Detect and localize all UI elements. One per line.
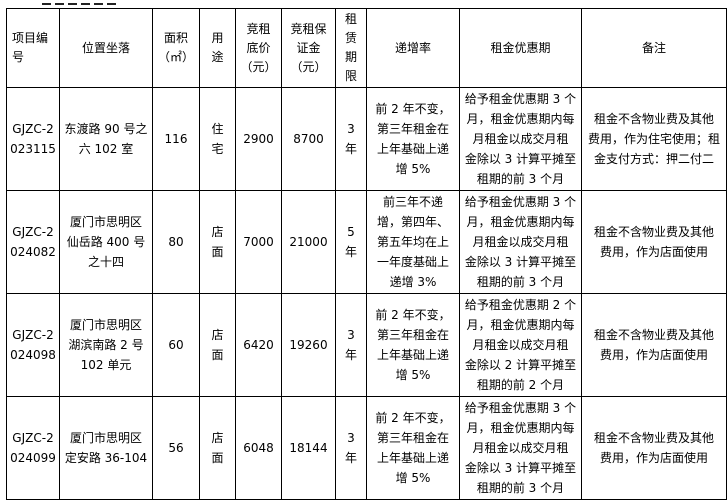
cell-project-id: GJZC-2 024082 <box>6 190 60 294</box>
header-base-price: 竞租 底价 （元） <box>235 8 282 88</box>
cell-increase-rate: 前 2 年不变， 第三年租金在 上年基础上递 增 5% <box>366 87 460 191</box>
header-term: 租 赁 期 限 <box>335 8 367 88</box>
header-project-id: 项目编 号 <box>6 8 60 88</box>
cell-use: 住 宅 <box>199 87 236 191</box>
cell-discount-period: 给予租金优惠期 2 个 月，租金优惠期内每 月租金以成交月租 金除以 2 计算平… <box>459 293 582 397</box>
cell-base-price: 6420 <box>235 293 282 397</box>
cell-use: 店 面 <box>199 396 236 500</box>
header-area: 面积 （㎡） <box>152 8 200 88</box>
cell-term: 3 年 <box>335 87 367 191</box>
table-row: GJZC-2 024082 厦门市思明区 仙岳路 400 号 之十四 80 店 … <box>6 190 727 294</box>
cell-discount-period: 给予租金优惠期 3 个 月，租金优惠期内每 月租金以成交月租 金除以 3 计算平… <box>459 87 582 191</box>
cell-base-price: 6048 <box>235 396 282 500</box>
cell-area: 60 <box>152 293 200 397</box>
cell-term: 3 年 <box>335 396 367 500</box>
cell-area: 80 <box>152 190 200 294</box>
header-use: 用 途 <box>199 8 236 88</box>
cell-deposit: 19260 <box>281 293 336 397</box>
table-header-row: 项目编 号 位置坐落 面积 （㎡） 用 途 竞租 底价 （元） 竞租保 证金 （… <box>6 8 727 88</box>
cell-term: 5 年 <box>335 190 367 294</box>
cell-increase-rate: 前 2 年不变， 第三年租金在 上年基础上递 增 5% <box>366 396 460 500</box>
cell-base-price: 7000 <box>235 190 282 294</box>
cell-term: 3 年 <box>335 293 367 397</box>
cell-deposit: 18144 <box>281 396 336 500</box>
header-increase-rate: 递增率 <box>366 8 460 88</box>
cell-project-id: GJZC-2 024099 <box>6 396 60 500</box>
cell-increase-rate: 前三年不递 增，第四年、 第五年均在上 一年度基础上 递增 3% <box>366 190 460 294</box>
table-row: GJZC-2 024099 厦门市思明区 定安路 36-104 56 店 面 6… <box>6 396 727 500</box>
cell-remarks: 租金不含物业费及其他 费用，作为店面使用 <box>581 396 727 500</box>
clipped-text-fragment <box>42 1 118 5</box>
cell-area: 56 <box>152 396 200 500</box>
cell-discount-period: 给予租金优惠期 3 个 月，租金优惠期内每 月租金以成交月租 金除以 3 计算平… <box>459 396 582 500</box>
cell-area: 116 <box>152 87 200 191</box>
cell-remarks: 租金不含物业费及其他 费用，作为住宅使用；租 金支付方式：押二付二 <box>581 87 727 191</box>
cell-increase-rate: 前 2 年不变， 第三年租金在 上年基础上递 增 5% <box>366 293 460 397</box>
cell-remarks: 租金不含物业费及其他 费用，作为店面使用 <box>581 293 727 397</box>
cell-remarks: 租金不含物业费及其他 费用，作为店面使用 <box>581 190 727 294</box>
table-row: GJZC-2 023115 东渡路 90 号之 六 102 室 116 住 宅 … <box>6 87 727 191</box>
cell-location: 东渡路 90 号之 六 102 室 <box>59 87 153 191</box>
header-location: 位置坐落 <box>59 8 153 88</box>
header-discount-period: 租金优惠期 <box>459 8 582 88</box>
header-remarks: 备注 <box>581 8 727 88</box>
table-row: GJZC-2 024098 厦门市思明区 湖滨南路 2 号 102 单元 60 … <box>6 293 727 397</box>
cell-base-price: 2900 <box>235 87 282 191</box>
cell-project-id: GJZC-2 023115 <box>6 87 60 191</box>
cell-use: 店 面 <box>199 190 236 294</box>
cell-location: 厦门市思明区 仙岳路 400 号 之十四 <box>59 190 153 294</box>
cell-location: 厦门市思明区 定安路 36-104 <box>59 396 153 500</box>
header-deposit: 竞租保 证金 （元） <box>281 8 336 88</box>
cell-project-id: GJZC-2 024098 <box>6 293 60 397</box>
rental-listing-table: 项目编 号 位置坐落 面积 （㎡） 用 途 竞租 底价 （元） 竞租保 证金 （… <box>6 8 727 500</box>
cell-use: 店 面 <box>199 293 236 397</box>
cell-location: 厦门市思明区 湖滨南路 2 号 102 单元 <box>59 293 153 397</box>
cell-discount-period: 给予租金优惠期 3 个 月，租金优惠期内每 月租金以成交月租 金除以 3 计算平… <box>459 190 582 294</box>
cell-deposit: 8700 <box>281 87 336 191</box>
cell-deposit: 21000 <box>281 190 336 294</box>
